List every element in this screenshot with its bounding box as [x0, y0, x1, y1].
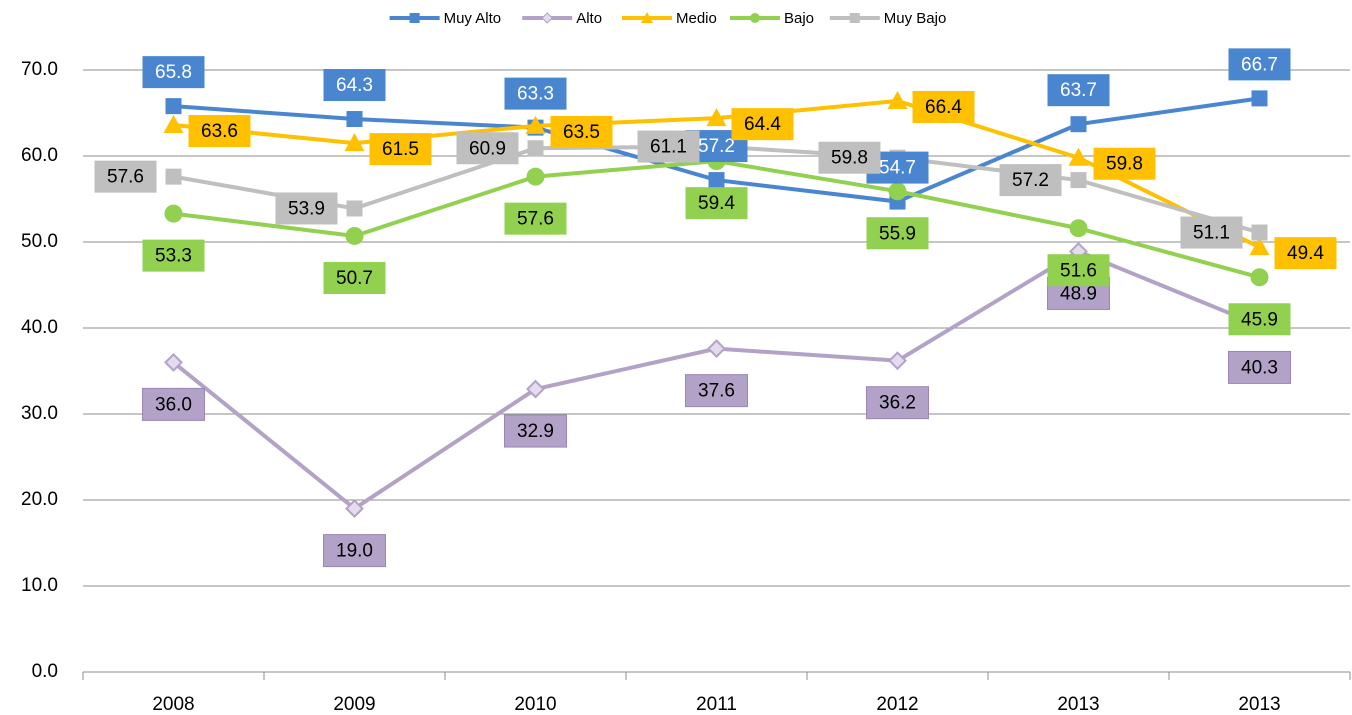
y-tick-label: 60.0 [21, 145, 58, 166]
data-label: 63.3 [517, 84, 554, 105]
x-tick-label: 2009 [333, 694, 375, 715]
data-label: 57.6 [107, 167, 144, 188]
y-tick-label: 70.0 [21, 59, 58, 80]
x-tick-label: 2013 [1057, 694, 1099, 715]
data-label: 66.7 [1241, 54, 1278, 75]
marker [889, 182, 907, 200]
marker [527, 168, 545, 186]
data-label: 45.9 [1241, 309, 1278, 330]
legend-marker [850, 13, 860, 23]
data-label: 64.3 [336, 75, 373, 96]
y-tick-label: 40.0 [21, 317, 58, 338]
data-label: 63.6 [201, 121, 238, 142]
legend-label: Muy Alto [444, 10, 502, 27]
y-tick-label: 30.0 [21, 403, 58, 424]
data-label: 36.0 [155, 394, 192, 415]
data-label: 53.9 [288, 198, 325, 219]
data-label: 55.9 [879, 223, 916, 244]
y-tick-label: 50.0 [21, 231, 58, 252]
data-label: 36.2 [879, 393, 916, 414]
marker [1252, 225, 1268, 241]
legend-label: Bajo [784, 10, 814, 27]
legend-label: Medio [676, 10, 717, 27]
marker [528, 140, 544, 156]
y-tick-label: 10.0 [21, 575, 58, 596]
data-label: 61.5 [382, 139, 419, 160]
legend-label: Alto [576, 10, 602, 27]
data-label: 50.7 [336, 268, 373, 289]
data-label: 57.2 [698, 136, 735, 157]
data-label: 60.9 [469, 138, 506, 159]
data-label: 40.3 [1241, 357, 1278, 378]
x-tick-label: 2011 [696, 694, 737, 715]
data-label: 51.6 [1060, 260, 1097, 281]
marker [709, 341, 725, 357]
data-label: 61.1 [650, 137, 687, 158]
x-tick-label: 2010 [514, 694, 556, 715]
data-label: 65.8 [155, 62, 192, 83]
x-tick-label: 2012 [876, 694, 918, 715]
data-label: 51.1 [1193, 223, 1230, 244]
marker [1071, 172, 1087, 188]
marker [347, 111, 363, 127]
marker [346, 227, 364, 245]
chart: 0.0 10.0 20.0 30.0 40.0 50.0 60.0 70.0 2008 2009 2… [0, 0, 1352, 715]
legend-label: Muy Bajo [884, 10, 947, 27]
legend-marker [542, 13, 552, 23]
marker [1251, 268, 1269, 286]
y-tick-label: 20.0 [21, 489, 58, 510]
marker [166, 98, 182, 114]
data-label: 63.5 [563, 122, 600, 143]
marker [165, 205, 183, 223]
marker [1071, 116, 1087, 132]
data-label: 59.8 [1106, 154, 1143, 175]
marker [1070, 219, 1088, 237]
data-label: 48.9 [1060, 283, 1097, 304]
x-tick-label: 2008 [152, 694, 194, 715]
data-label: 49.4 [1287, 243, 1324, 264]
data-label: 59.8 [831, 148, 868, 169]
data-label: 64.4 [744, 114, 781, 135]
marker [1252, 90, 1268, 106]
marker [709, 172, 725, 188]
data-label: 57.6 [517, 209, 554, 230]
x-tick-label: 2013 [1238, 694, 1280, 715]
data-label: 57.2 [1012, 170, 1049, 191]
data-label: 54.7 [879, 158, 916, 179]
data-label: 63.7 [1060, 80, 1097, 101]
legend-marker [750, 13, 760, 23]
y-tick-label: 0.0 [32, 661, 58, 682]
marker [347, 200, 363, 216]
marker [166, 169, 182, 185]
data-label: 37.6 [698, 381, 735, 402]
data-label: 66.4 [925, 97, 962, 118]
legend-marker [410, 13, 420, 23]
data-label: 53.3 [155, 246, 192, 267]
data-label: 19.0 [336, 541, 373, 562]
data-label: 32.9 [517, 421, 554, 442]
data-label: 59.4 [698, 193, 735, 214]
